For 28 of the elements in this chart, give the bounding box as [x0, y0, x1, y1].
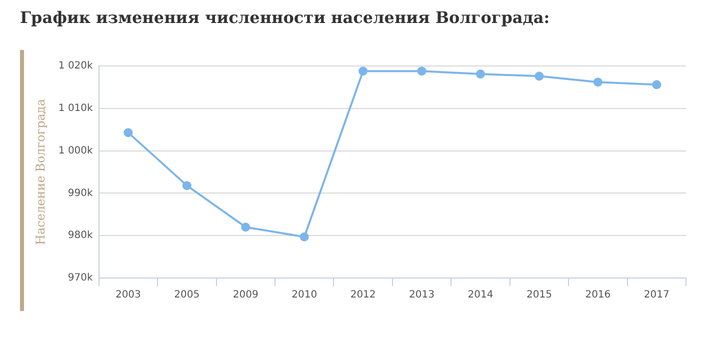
x-tick-label: 2010: [292, 290, 318, 301]
point: [124, 128, 133, 138]
point: [652, 80, 662, 90]
point: [300, 232, 309, 242]
x-tick-label: 2015: [526, 290, 552, 301]
x-tick-label: 2009: [232, 290, 258, 301]
x-tick-label: 2005: [174, 290, 200, 301]
point: [182, 181, 192, 190]
x-tick-label: 2017: [644, 290, 670, 301]
point: [241, 222, 250, 232]
chart-title: График изменения численности населения Волгограда:: [20, 8, 550, 27]
x-tick-label: 2016: [585, 290, 611, 301]
y-tick-label: 990k: [68, 188, 94, 199]
y-tick-label: 1 000k: [58, 145, 94, 156]
y-tick-label: 1 020k: [58, 60, 94, 72]
y-tick-label: 970k: [68, 272, 94, 284]
y-tick-label: 980k: [68, 230, 94, 242]
x-tick-label: 2013: [409, 290, 434, 301]
point: [358, 66, 368, 76]
point: [534, 72, 544, 81]
point: [476, 70, 485, 79]
y-tick-label: 1 010k: [58, 102, 94, 114]
x-tick-label: 2014: [468, 290, 494, 301]
x-tick-label: 2012: [350, 290, 376, 301]
point: [417, 66, 426, 76]
y-axis-title: Население Волгограда: [33, 99, 48, 245]
x-tick-label: 2003: [115, 290, 141, 301]
point: [593, 78, 602, 87]
